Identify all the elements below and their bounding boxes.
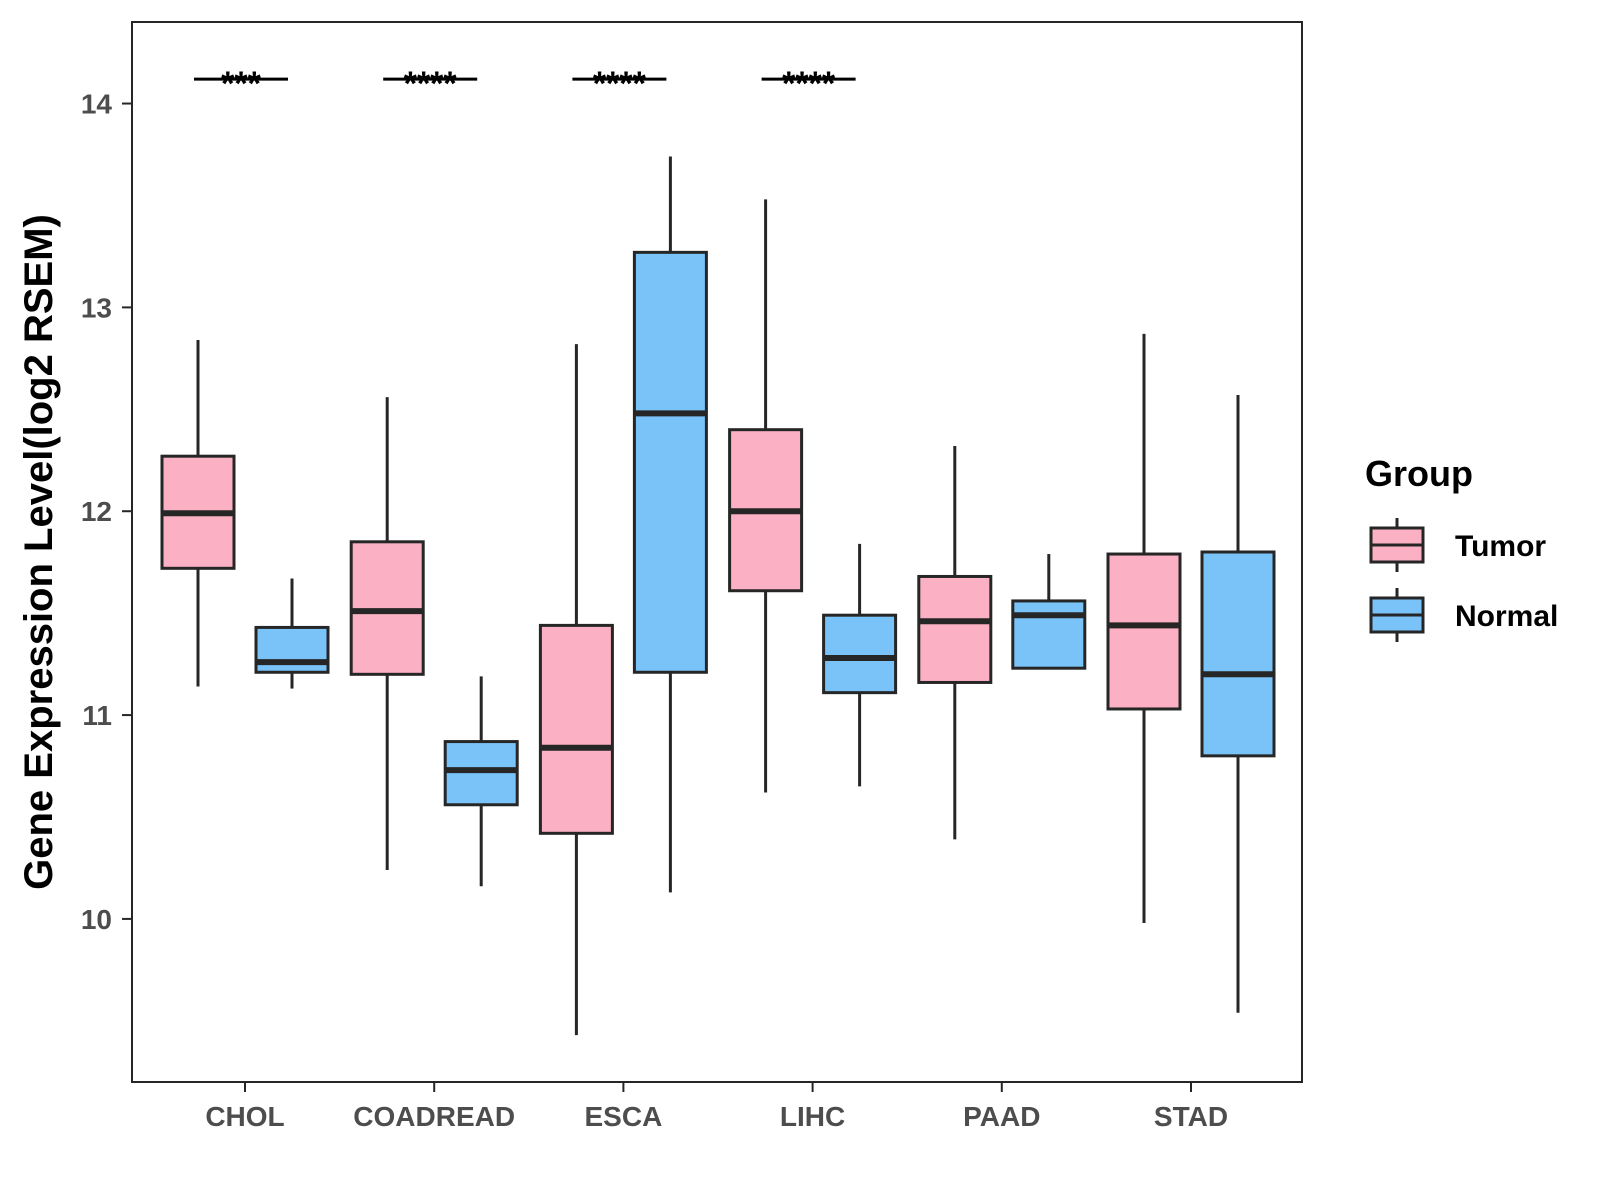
significance-chol: *** — [194, 65, 288, 103]
significance-label: **** — [404, 65, 458, 103]
significance-esca: **** — [572, 65, 667, 103]
box-iqr — [254, 625, 330, 674]
x-tick-label-stad: STAD — [1154, 1101, 1228, 1132]
box-normal-paad — [1011, 554, 1087, 670]
box-normal-lihc — [822, 543, 898, 787]
y-tick-label-12: 12 — [81, 496, 112, 527]
box-tumor-esca — [538, 344, 614, 1036]
box-iqr — [1200, 550, 1276, 758]
y-axis-title: Gene Expression Level(log2 RSEM) — [17, 214, 61, 890]
box-normal-chol — [254, 578, 330, 689]
box-iqr — [917, 574, 993, 684]
box-iqr — [349, 540, 425, 676]
x-tick-label-coadread: COADREAD — [353, 1101, 515, 1132]
legend-label-tumor: Tumor — [1455, 530, 1546, 563]
significance-label: *** — [221, 65, 261, 103]
box-tumor-paad — [917, 446, 993, 840]
box-iqr — [1011, 599, 1087, 670]
y-tick-label-10: 10 — [81, 904, 112, 935]
y-tick-label-11: 11 — [82, 700, 112, 731]
x-tick-label-chol: CHOL — [205, 1101, 284, 1132]
x-tick-label-esca: ESCA — [585, 1101, 663, 1132]
x-tick-label-lihc: LIHC — [780, 1101, 845, 1132]
box-tumor-lihc — [728, 199, 804, 793]
significance-annotations: *** **** **** **** — [194, 65, 856, 103]
box-iqr — [1106, 552, 1182, 711]
legend-label-normal: Normal — [1455, 600, 1558, 633]
y-tick-label-13: 13 — [81, 292, 112, 323]
x-axis: CHOL COADREAD ESCA LIHC PAAD STAD — [205, 1082, 1228, 1132]
significance-label: **** — [782, 65, 836, 103]
plot-area — [160, 156, 1276, 1036]
box-tumor-stad — [1106, 333, 1182, 923]
legend-entry-tumor: Tumor — [1369, 518, 1546, 572]
significance-label: **** — [593, 65, 647, 103]
x-tick-label-paad: PAAD — [963, 1101, 1040, 1132]
box-normal-esca — [632, 156, 708, 893]
box-iqr — [443, 740, 519, 807]
box-normal-stad — [1200, 395, 1276, 1013]
legend: Group Tumor Normal — [1365, 453, 1558, 642]
y-tick-label-14: 14 — [81, 89, 113, 120]
box-normal-coadread — [443, 676, 519, 887]
box-tumor-coadread — [349, 397, 425, 870]
box-tumor-chol — [160, 340, 236, 687]
panel-frame — [131, 21, 1303, 1083]
box-iqr — [822, 613, 898, 695]
box-iqr — [632, 250, 708, 674]
legend-title: Group — [1365, 453, 1473, 494]
legend-entry-normal: Normal — [1369, 588, 1558, 642]
significance-lihc: **** — [761, 65, 856, 103]
y-axis: 10 11 12 13 14 — [81, 89, 132, 935]
box-iqr — [538, 623, 614, 835]
significance-coadread: **** — [383, 65, 478, 103]
